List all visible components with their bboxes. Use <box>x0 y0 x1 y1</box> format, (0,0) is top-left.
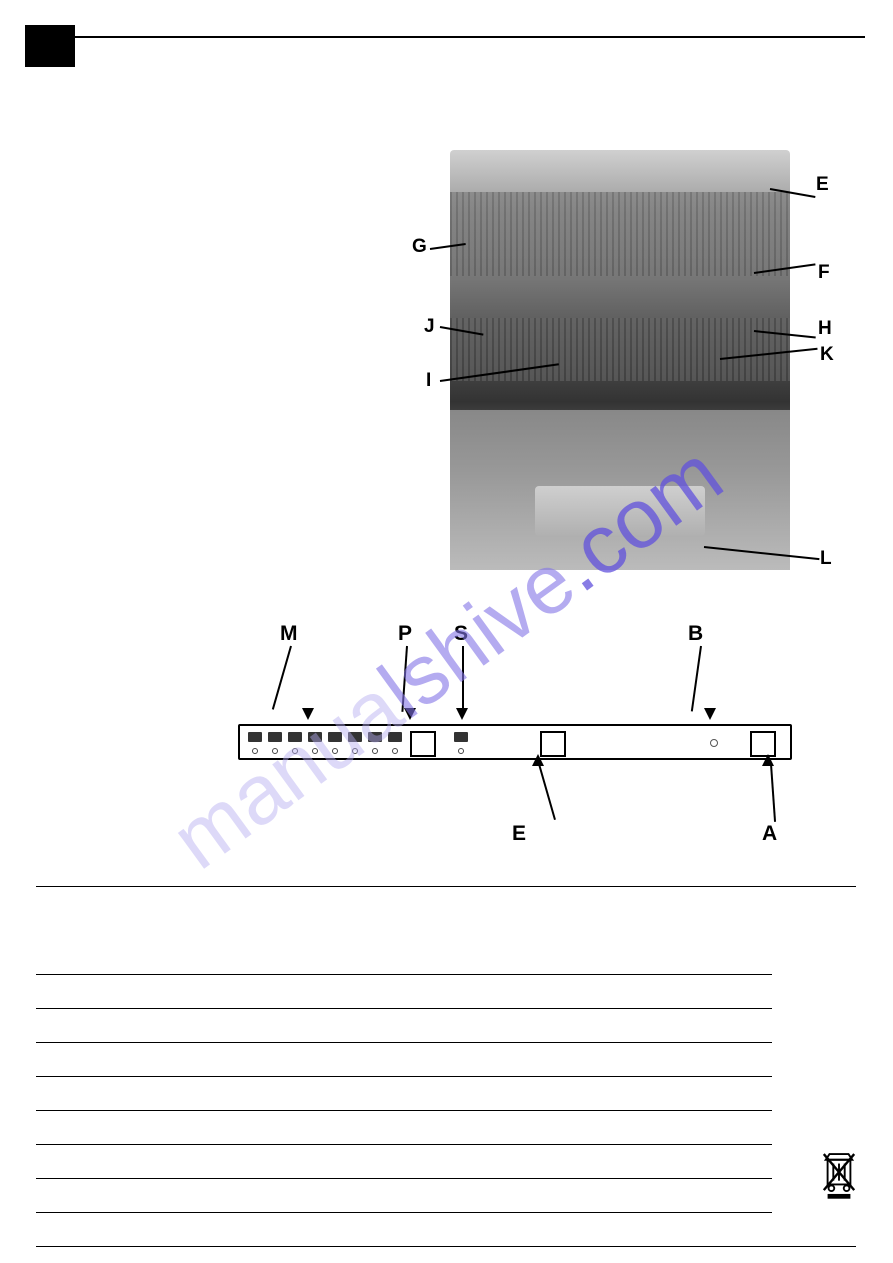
upper-rack <box>450 192 790 276</box>
panel-label-p: P <box>398 622 412 646</box>
table-row-rule-7 <box>36 1178 772 1179</box>
b-led <box>710 739 718 747</box>
arrow-m-head <box>302 708 314 720</box>
arrow-s-line <box>462 646 464 712</box>
arrow-a-line <box>770 764 776 822</box>
table-row-rule-6 <box>36 1144 772 1145</box>
table-row-rule-1 <box>36 974 772 975</box>
page-number-box <box>25 25 75 67</box>
panel-label-m: M <box>280 622 298 646</box>
program-icon-6 <box>348 732 362 742</box>
photo-label-g: G <box>412 236 427 258</box>
arrow-a-head <box>762 754 774 766</box>
photo-label-l: L <box>820 548 832 570</box>
program-led-5 <box>332 748 338 754</box>
panel-label-e-lower: E <box>512 822 526 846</box>
photo-label-j: J <box>424 316 435 338</box>
table-row-rule-3 <box>36 1042 772 1043</box>
arrow-p-line <box>401 646 408 712</box>
s-led <box>458 748 464 754</box>
photo-label-k: K <box>820 344 834 366</box>
arrow-e-line <box>538 764 556 820</box>
program-icon-7 <box>368 732 382 742</box>
program-icon-4 <box>308 732 322 742</box>
panel-label-a: A <box>762 822 777 846</box>
arrow-m-line <box>272 646 292 710</box>
arrow-p-head <box>404 708 416 720</box>
arrow-e-head <box>532 754 544 766</box>
program-led-8 <box>392 748 398 754</box>
table-row-rule-8 <box>36 1212 772 1213</box>
photo-label-e: E <box>816 174 829 196</box>
panel-label-b: B <box>688 622 703 646</box>
program-led-2 <box>272 748 278 754</box>
table-row-rule-5 <box>36 1110 772 1111</box>
arrow-b-line <box>691 646 702 712</box>
program-icon-5 <box>328 732 342 742</box>
program-led-6 <box>352 748 358 754</box>
program-icon-2 <box>268 732 282 742</box>
program-icon-8 <box>388 732 402 742</box>
photo-label-i: I <box>426 370 431 392</box>
arrow-b-head <box>704 708 716 720</box>
program-icon-1 <box>248 732 262 742</box>
section-divider-top <box>36 886 856 887</box>
weee-icon <box>820 1148 858 1200</box>
program-led-4 <box>312 748 318 754</box>
table-row-rule-2 <box>36 1008 772 1009</box>
program-led-7 <box>372 748 378 754</box>
program-icon-3 <box>288 732 302 742</box>
watermark-seg1: manua <box>154 659 417 886</box>
table-row-rule-4 <box>36 1076 772 1077</box>
s-icon <box>454 732 468 742</box>
program-led-3 <box>292 748 298 754</box>
dispenser-panel <box>535 486 705 536</box>
header-rule <box>75 36 865 38</box>
photo-label-f: F <box>818 262 830 284</box>
photo-label-h: H <box>818 318 832 340</box>
arrow-s-head <box>456 708 468 720</box>
p-button <box>410 731 436 757</box>
program-led-1 <box>252 748 258 754</box>
section-divider-bottom <box>36 1246 856 1247</box>
dishwasher-photo <box>450 150 790 570</box>
control-panel-diagram <box>238 724 792 760</box>
panel-label-s: S <box>454 622 468 646</box>
